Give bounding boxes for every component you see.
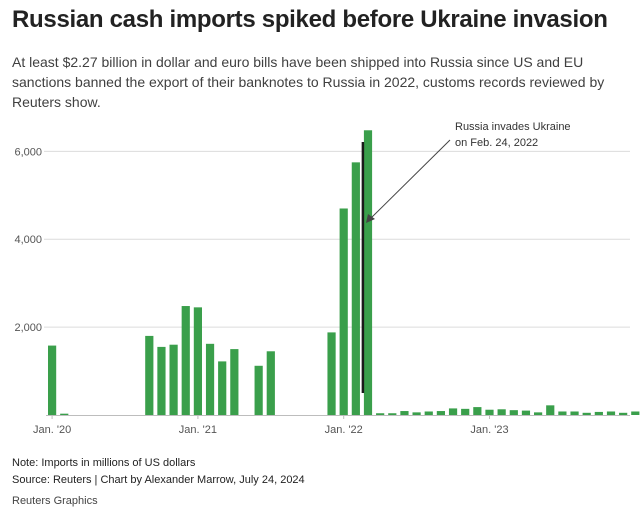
bar bbox=[254, 365, 263, 415]
y-tick-label: 2,000 bbox=[14, 322, 42, 334]
bar bbox=[169, 344, 178, 415]
y-axis-ticks: 2,000 4,000 6,000 bbox=[14, 146, 42, 334]
annotation-label-line1: Russia invades Ukraine bbox=[455, 121, 571, 133]
x-tick-label: Jan. '23 bbox=[470, 424, 508, 436]
bar bbox=[448, 408, 458, 415]
bar bbox=[400, 411, 409, 415]
bar bbox=[193, 307, 202, 415]
invasion-annotation: Russia invades Ukraine on Feb. 24, 2022 bbox=[361, 121, 571, 393]
bar bbox=[363, 130, 373, 416]
bar bbox=[570, 411, 579, 415]
bar bbox=[60, 413, 69, 416]
x-tick-label: Jan. '20 bbox=[33, 424, 71, 436]
bar bbox=[327, 332, 336, 415]
bar bbox=[436, 411, 445, 415]
x-tick-label: Jan. '21 bbox=[179, 424, 217, 436]
bar bbox=[145, 335, 154, 415]
bar bbox=[534, 412, 543, 415]
bar bbox=[606, 411, 616, 415]
annotation-label-line2: on Feb. 24, 2022 bbox=[455, 137, 538, 149]
bar bbox=[558, 411, 567, 415]
bar bbox=[339, 208, 348, 415]
annotation-arrow-shaft bbox=[367, 139, 451, 222]
bar bbox=[266, 351, 275, 415]
y-tick-label: 6,000 bbox=[14, 146, 42, 158]
bar bbox=[388, 413, 397, 415]
bar bbox=[351, 162, 360, 415]
bar bbox=[230, 349, 239, 415]
bar bbox=[497, 409, 506, 415]
bar bbox=[181, 306, 190, 415]
bar bbox=[631, 411, 640, 415]
footer-note: Note: Imports in millions of US dollars bbox=[12, 457, 196, 469]
footer-source: Source: Reuters | Chart by Alexander Mar… bbox=[12, 474, 305, 486]
bar bbox=[424, 411, 433, 415]
bars bbox=[48, 130, 640, 416]
footer-credit: Reuters Graphics bbox=[12, 495, 98, 507]
annotation-arrowhead bbox=[366, 214, 375, 223]
chart-title: Russian cash imports spiked before Ukrai… bbox=[12, 6, 608, 33]
x-tick-label: Jan. '22 bbox=[325, 424, 363, 436]
chart-subtitle: At least $2.27 billion in dollar and eur… bbox=[12, 54, 605, 110]
bar bbox=[509, 410, 518, 415]
bar bbox=[594, 411, 603, 415]
x-axis-ticks: Jan. '20 Jan. '21 Jan. '22 Jan. '23 bbox=[33, 415, 509, 436]
bar bbox=[485, 409, 494, 415]
bar bbox=[412, 412, 421, 415]
bar bbox=[376, 413, 385, 415]
bar bbox=[473, 407, 482, 415]
bar bbox=[461, 408, 470, 415]
bar bbox=[619, 412, 628, 415]
bar bbox=[157, 346, 166, 415]
bar bbox=[205, 343, 215, 415]
bar bbox=[218, 361, 227, 415]
bar bbox=[48, 345, 57, 415]
bar bbox=[546, 405, 555, 415]
gridlines bbox=[44, 150, 630, 328]
bar bbox=[582, 412, 591, 415]
bar bbox=[521, 410, 531, 415]
y-tick-label: 4,000 bbox=[14, 234, 42, 246]
